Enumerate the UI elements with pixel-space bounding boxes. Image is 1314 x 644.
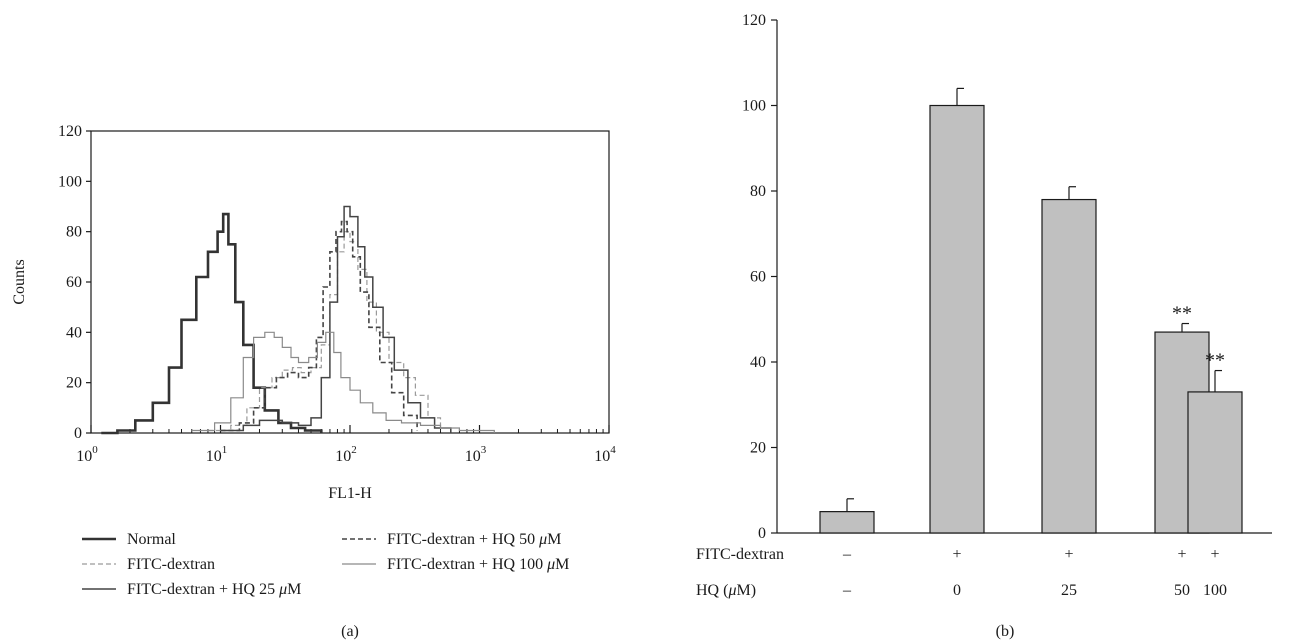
histogram-series-line-4	[220, 220, 418, 432]
histogram-series-line-1	[101, 212, 323, 435]
condition-value: –	[842, 582, 852, 599]
histogram-legend: Normal FITC-dextran FITC-dextran + HQ 25 μ…	[82, 531, 569, 598]
histogram-y-label: Counts	[11, 259, 28, 304]
condition-value: +	[1177, 546, 1186, 563]
condition-value: +	[952, 546, 961, 563]
bar-y-tick-label: 80	[750, 183, 766, 200]
bar-5	[1187, 391, 1243, 534]
histogram-x-label: FL1-H	[328, 485, 372, 502]
histogram-y-tick-label: 40	[66, 324, 82, 341]
histogram-x-tick-label: 100	[76, 444, 98, 465]
condition-row-label-2: HQ (μM)	[696, 582, 756, 599]
legend-label-2: FITC-dextran	[127, 556, 215, 573]
histogram-y-tick-label: 100	[58, 173, 82, 190]
histogram-y-tick-label: 60	[66, 274, 82, 291]
condition-value: 25	[1061, 582, 1077, 599]
significance-marker-5: **	[1205, 350, 1225, 372]
bar-panel: 0 20 40 60 80 100 120 ** ** FITC-dextran – + + + + HQ…	[696, 12, 1272, 640]
histogram-y-tick-label: 120	[58, 123, 82, 140]
histogram-x-tick-label: 104	[594, 444, 616, 465]
condition-row-label-1: FITC-dextran	[696, 546, 784, 563]
bar-condition-rows: FITC-dextran – + + + + HQ (μM) – 0 25 50 100	[696, 546, 1227, 599]
histogram-x-ticks: 100 101 102 103 104	[76, 425, 616, 465]
legend-label-3: FITC-dextran + HQ 25 μM	[127, 581, 301, 598]
histogram-y-tick-label: 20	[66, 375, 82, 392]
bar-y-tick-label: 20	[750, 440, 766, 457]
bar-y-tick-label: 120	[742, 12, 766, 29]
bar-2	[929, 104, 985, 534]
bar-y-tick-label: 60	[750, 269, 766, 286]
significance-marker-4: **	[1172, 303, 1192, 325]
bar-y-tick-label: 100	[742, 98, 766, 115]
legend-label-5: FITC-dextran + HQ 100 μM	[387, 556, 569, 573]
condition-value: +	[1064, 546, 1073, 563]
condition-value: 100	[1203, 582, 1227, 599]
condition-value: 0	[953, 582, 961, 599]
histogram-y-tick-label: 0	[74, 425, 82, 442]
histogram-x-tick-label: 102	[335, 444, 357, 465]
histogram-y-tick-label: 80	[66, 224, 82, 241]
histogram-x-tick-label: 101	[206, 444, 228, 465]
condition-value: –	[842, 546, 852, 563]
histogram-y-ticks: 0 20 40 60 80 100 120	[58, 123, 91, 442]
legend-label-1: Normal	[127, 531, 176, 548]
histogram-x-tick-label: 103	[465, 444, 487, 465]
bar-3	[1041, 198, 1097, 534]
histogram-series-line-3	[220, 205, 452, 433]
panel-label-a: (a)	[341, 623, 359, 640]
legend-label-4: FITC-dextran + HQ 50 μM	[387, 531, 561, 548]
condition-value: 50	[1174, 582, 1190, 599]
panel-label-b: (b)	[996, 623, 1015, 640]
bar-y-ticks: 0 20 40 60 80 100 120	[742, 12, 777, 542]
bar-1	[819, 511, 875, 534]
bar-y-tick-label: 0	[758, 525, 766, 542]
bar-series: ** **	[819, 87, 1243, 534]
histogram-series	[101, 205, 495, 435]
condition-value: +	[1210, 546, 1219, 563]
histogram-panel: 0 20 40 60 80 100 120 100 101 102 103 104 FL1-H Co…	[11, 123, 616, 640]
histogram-series-line-5	[191, 331, 495, 433]
bar-y-tick-label: 40	[750, 354, 766, 371]
